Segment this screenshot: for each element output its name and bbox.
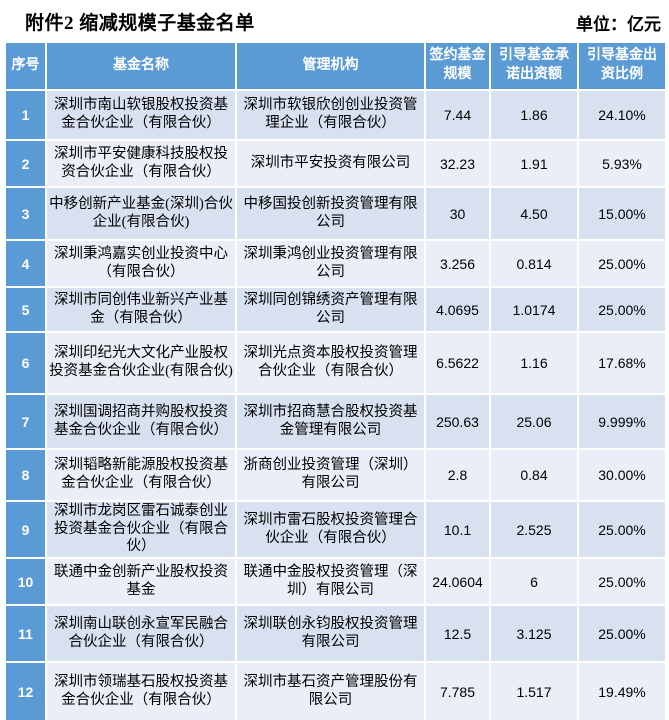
- row-index-cell: 1: [4, 89, 47, 141]
- committed-amount-cell: 6: [489, 557, 579, 607]
- fund-name-cell: 深圳市平安健康科技股权投资合伙企业（有限合伙）: [45, 139, 237, 188]
- manager-cell: 深圳同创锦绣资产管理有限公司: [235, 286, 426, 333]
- signed-scale-cell: 2.8: [424, 448, 491, 502]
- fund-name-cell: 深圳市南山软银股权投资基金合伙企业（有限合伙）: [45, 89, 237, 141]
- fund-name-cell: 深圳国调招商并购股权投资基金合伙企业（有限合伙）: [45, 393, 237, 450]
- signed-scale-cell: 7.44: [424, 89, 491, 141]
- fund-name-cell: 深圳秉鸿嘉实创业投资中心（有限合伙）: [45, 239, 237, 288]
- row-index-cell: 7: [4, 393, 47, 450]
- contribution-ratio-cell: 25.00%: [577, 286, 667, 333]
- committed-amount-cell: 1.86: [489, 89, 579, 141]
- row-index-cell: 5: [4, 286, 47, 333]
- table-row: 1 深圳市南山软银股权投资基金合伙企业（有限合伙） 深圳市软银欣创创业投资管理企业（…: [4, 89, 667, 141]
- fund-name-cell: 联通中金创新产业股权投资基金: [45, 557, 237, 607]
- table-row: 5 深圳市同创伟业新兴产业基金（有限合伙） 深圳同创锦绣资产管理有限公司 4.0695…: [4, 286, 667, 333]
- row-index-cell: 12: [4, 661, 47, 720]
- signed-scale-cell: 12.5: [424, 604, 491, 664]
- table-row: 12 深圳市领瑞基石股权投资基金合伙企业（有限合伙） 深圳市基石资产管理股份有限公司…: [4, 661, 667, 720]
- contribution-ratio-cell: 25.00%: [577, 499, 667, 560]
- row-index-cell: 8: [4, 448, 47, 502]
- fund-table: 序号 基金名称 管理机构 签约基金规模 引导基金承诺出资额 引导基金出资比例 1…: [4, 41, 667, 720]
- manager-cell: 深圳市基石资产管理股份有限公司: [235, 661, 426, 720]
- fund-name-cell: 深圳印纪光大文化产业股权投资基金合伙企业(有限合伙): [45, 331, 237, 395]
- signed-scale-cell: 250.63: [424, 393, 491, 450]
- manager-cell: 浙商创业投资管理（深圳）有限公司: [235, 448, 426, 502]
- contribution-ratio-cell: 17.68%: [577, 331, 667, 395]
- fund-name-cell: 深圳市领瑞基石股权投资基金合伙企业（有限合伙）: [45, 661, 237, 720]
- contribution-ratio-cell: 24.10%: [577, 89, 667, 141]
- table-row: 9 深圳市龙岗区雷石诚泰创业投资基金合伙企业（有限合伙） 深圳市雷石股权投资管理合伙…: [4, 499, 667, 560]
- row-index-cell: 9: [4, 499, 47, 560]
- row-index-cell: 11: [4, 604, 47, 664]
- table-row: 11 深圳南山联创永宣军民融合合伙企业（有限合伙） 深圳联创永钧股权投资管理有限公司…: [4, 604, 667, 664]
- row-index-cell: 3: [4, 186, 47, 241]
- header-row: 序号 基金名称 管理机构 签约基金规模 引导基金承诺出资额 引导基金出资比例: [4, 41, 667, 91]
- header-cell-contribution-ratio: 引导基金出资比例: [577, 41, 667, 91]
- committed-amount-cell: 1.16: [489, 331, 579, 395]
- table-row: 7 深圳国调招商并购股权投资基金合伙企业（有限合伙） 深圳市招商慧合股权投资基金管理…: [4, 393, 667, 450]
- manager-cell: 中移国投创新投资管理有限公司: [235, 186, 426, 241]
- header-cell-committed-amount: 引导基金承诺出资额: [489, 41, 579, 91]
- row-index-cell: 4: [4, 239, 47, 288]
- row-index-cell: 6: [4, 331, 47, 395]
- manager-cell: 深圳联创永钧股权投资管理有限公司: [235, 604, 426, 664]
- manager-cell: 深圳市雷石股权投资管理合伙企业（有限合伙）: [235, 499, 426, 560]
- committed-amount-cell: 2.525: [489, 499, 579, 560]
- fund-name-cell: 中移创新产业基金(深圳)合伙企业(有限合伙): [45, 186, 237, 241]
- fund-table-body: 1 深圳市南山软银股权投资基金合伙企业（有限合伙） 深圳市软银欣创创业投资管理企业（…: [4, 89, 667, 720]
- signed-scale-cell: 10.1: [424, 499, 491, 560]
- table-row: 3 中移创新产业基金(深圳)合伙企业(有限合伙) 中移国投创新投资管理有限公司 30 4…: [4, 186, 667, 241]
- contribution-ratio-cell: 19.49%: [577, 661, 667, 720]
- row-index-cell: 2: [4, 139, 47, 188]
- fund-name-cell: 深圳市龙岗区雷石诚泰创业投资基金合伙企业（有限合伙）: [45, 499, 237, 560]
- fund-name-cell: 深圳南山联创永宣军民融合合伙企业（有限合伙）: [45, 604, 237, 664]
- title-bar: 附件2 缩减规模子基金名单 单位：亿元: [0, 0, 669, 41]
- signed-scale-cell: 6.5622: [424, 331, 491, 395]
- signed-scale-cell: 4.0695: [424, 286, 491, 333]
- manager-cell: 深圳秉鸿创业投资管理有限公司: [235, 239, 426, 288]
- contribution-ratio-cell: 15.00%: [577, 186, 667, 241]
- contribution-ratio-cell: 9.999%: [577, 393, 667, 450]
- signed-scale-cell: 32.23: [424, 139, 491, 188]
- fund-name-cell: 深圳市同创伟业新兴产业基金（有限合伙）: [45, 286, 237, 333]
- committed-amount-cell: 0.84: [489, 448, 579, 502]
- header-cell-fund-name: 基金名称: [45, 41, 237, 91]
- table-row: 4 深圳秉鸿嘉实创业投资中心（有限合伙） 深圳秉鸿创业投资管理有限公司 3.256 0.…: [4, 239, 667, 288]
- table-row: 8 深圳韬略新能源股权投资基金合伙企业（有限合伙） 浙商创业投资管理（深圳）有限公司…: [4, 448, 667, 502]
- signed-scale-cell: 24.0604: [424, 557, 491, 607]
- committed-amount-cell: 3.125: [489, 604, 579, 664]
- table-row: 6 深圳印纪光大文化产业股权投资基金合伙企业(有限合伙) 深圳光点资本股权投资管理合…: [4, 331, 667, 395]
- contribution-ratio-cell: 30.00%: [577, 448, 667, 502]
- manager-cell: 联通中金股权投资管理（深圳）有限公司: [235, 557, 426, 607]
- committed-amount-cell: 25.06: [489, 393, 579, 450]
- contribution-ratio-cell: 5.93%: [577, 139, 667, 188]
- header-cell-index: 序号: [4, 41, 47, 91]
- table-row: 2 深圳市平安健康科技股权投资合伙企业（有限合伙） 深圳市平安投资有限公司 32.23…: [4, 139, 667, 188]
- manager-cell: 深圳市软银欣创创业投资管理企业（有限合伙）: [235, 89, 426, 141]
- header-cell-signed-scale: 签约基金规模: [424, 41, 491, 91]
- contribution-ratio-cell: 25.00%: [577, 604, 667, 664]
- signed-scale-cell: 7.785: [424, 661, 491, 720]
- contribution-ratio-cell: 25.00%: [577, 557, 667, 607]
- table-row: 10 联通中金创新产业股权投资基金 联通中金股权投资管理（深圳）有限公司 24.060…: [4, 557, 667, 607]
- committed-amount-cell: 4.50: [489, 186, 579, 241]
- manager-cell: 深圳光点资本股权投资管理合伙企业（有限合伙）: [235, 331, 426, 395]
- committed-amount-cell: 1.517: [489, 661, 579, 720]
- manager-cell: 深圳市平安投资有限公司: [235, 139, 426, 188]
- committed-amount-cell: 1.0174: [489, 286, 579, 333]
- row-index-cell: 10: [4, 557, 47, 607]
- signed-scale-cell: 3.256: [424, 239, 491, 288]
- page-title: 附件2 缩减规模子基金名单: [25, 13, 255, 34]
- manager-cell: 深圳市招商慧合股权投资基金管理有限公司: [235, 393, 426, 450]
- committed-amount-cell: 1.91: [489, 139, 579, 188]
- signed-scale-cell: 30: [424, 186, 491, 241]
- unit-label: 单位：亿元: [576, 15, 661, 34]
- committed-amount-cell: 0.814: [489, 239, 579, 288]
- table-header: 序号 基金名称 管理机构 签约基金规模 引导基金承诺出资额 引导基金出资比例: [4, 41, 667, 91]
- contribution-ratio-cell: 25.00%: [577, 239, 667, 288]
- header-cell-manager: 管理机构: [235, 41, 426, 91]
- fund-name-cell: 深圳韬略新能源股权投资基金合伙企业（有限合伙）: [45, 448, 237, 502]
